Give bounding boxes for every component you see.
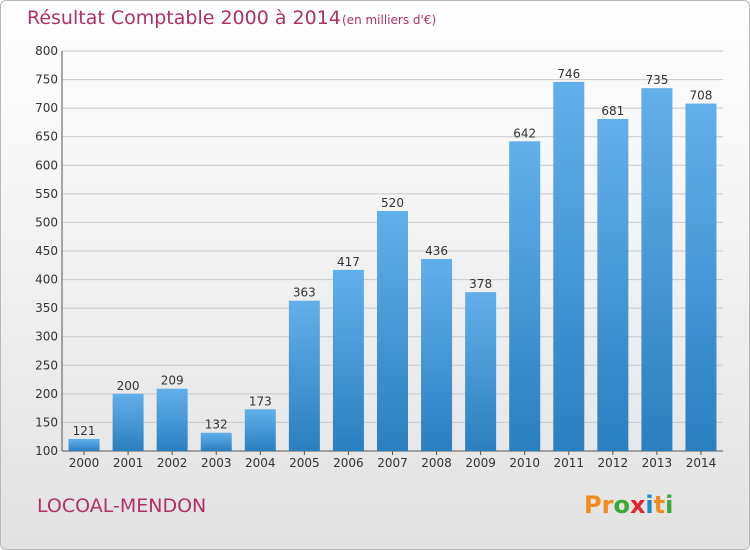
- x-tick-label: 2003: [201, 456, 232, 470]
- y-tick-label: 450: [35, 244, 58, 258]
- y-tick-label: 650: [35, 130, 58, 144]
- x-tick-label: 2013: [642, 456, 673, 470]
- logo-letter: r: [601, 491, 614, 519]
- data-label: 209: [161, 374, 184, 388]
- logo-letter: i: [645, 491, 654, 519]
- data-label: 735: [645, 73, 668, 87]
- x-tick-label: 2002: [157, 456, 188, 470]
- y-tick-label: 700: [35, 101, 58, 115]
- bar: [156, 388, 188, 451]
- x-tick-label: 2014: [686, 456, 717, 470]
- bar: [200, 432, 232, 451]
- y-tick-label: 250: [35, 358, 58, 372]
- logo-letter: t: [653, 491, 666, 519]
- y-tick-label: 350: [35, 301, 58, 315]
- x-tick-label: 2004: [245, 456, 276, 470]
- data-label: 681: [601, 104, 624, 118]
- y-tick-label: 800: [35, 44, 58, 58]
- data-label: 520: [381, 196, 404, 210]
- x-tick-label: 2001: [113, 456, 144, 470]
- y-tick-label: 500: [35, 215, 58, 229]
- x-tick-label: 2010: [509, 456, 540, 470]
- x-tick-label: 2007: [377, 456, 408, 470]
- y-tick-label: 200: [35, 387, 58, 401]
- bar: [421, 259, 453, 451]
- y-tick-label: 550: [35, 187, 58, 201]
- x-tick-label: 2005: [289, 456, 320, 470]
- data-label: 642: [513, 126, 536, 140]
- y-tick-label: 400: [35, 273, 58, 287]
- y-tick-label: 300: [35, 330, 58, 344]
- y-tick-label: 750: [35, 73, 58, 87]
- logo-letter: x: [629, 491, 646, 519]
- bar: [553, 81, 585, 451]
- data-label: 363: [293, 286, 316, 300]
- bar: [377, 211, 408, 451]
- y-tick-label: 100: [35, 444, 58, 458]
- bar: [641, 88, 673, 452]
- data-label: 132: [205, 418, 228, 432]
- data-label: 436: [425, 244, 448, 258]
- proxiti-logo: Proxiti: [584, 491, 673, 519]
- data-label: 746: [557, 67, 580, 81]
- x-tick-label: 2012: [598, 456, 629, 470]
- bar: [112, 393, 144, 451]
- y-tick-label: 150: [35, 415, 58, 429]
- x-tick-label: 2000: [69, 456, 100, 470]
- data-label: 200: [117, 379, 140, 393]
- logo-letter: o: [613, 491, 630, 519]
- data-label: 417: [337, 255, 360, 269]
- data-label: 121: [73, 424, 96, 438]
- bar: [332, 269, 364, 451]
- bar: [288, 300, 320, 451]
- bar: [685, 103, 717, 452]
- logo-letter: P: [584, 491, 602, 519]
- chart-title: Résultat Comptable 2000 à 2014: [27, 7, 341, 29]
- logo-letter: i: [665, 491, 674, 519]
- y-tick-label: 600: [35, 158, 58, 172]
- bar: [68, 439, 100, 451]
- chart-unit-label: (en milliers d'€): [342, 13, 437, 27]
- x-tick-label: 2011: [553, 456, 584, 470]
- x-tick-label: 2009: [465, 456, 496, 470]
- bar: [244, 409, 276, 451]
- x-tick-label: 2006: [333, 456, 364, 470]
- x-tick-label: 2008: [421, 456, 452, 470]
- commune-name: LOCOAL-MENDON: [37, 495, 207, 517]
- bar: [597, 119, 629, 451]
- bar: [509, 141, 541, 452]
- data-label: 378: [469, 277, 492, 291]
- bar: [465, 292, 497, 451]
- data-label: 708: [690, 89, 713, 103]
- data-label: 173: [249, 394, 272, 408]
